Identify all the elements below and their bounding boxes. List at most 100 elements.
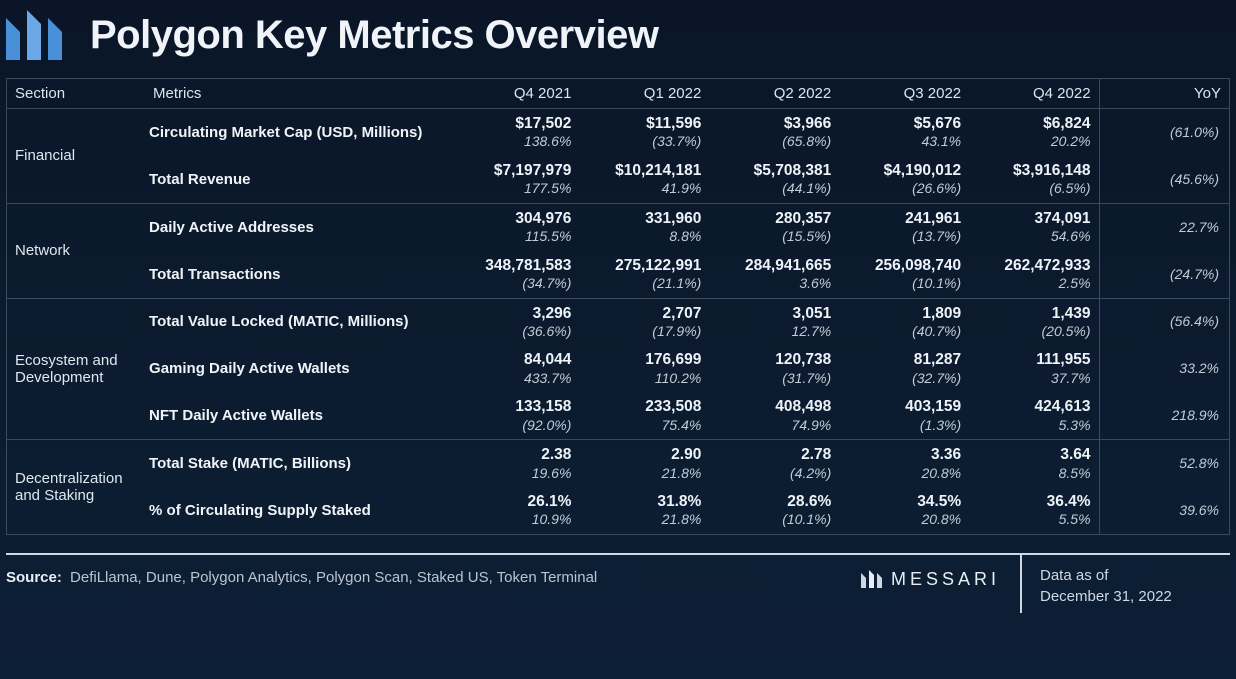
yoy-cell: 33.2%	[1099, 345, 1229, 392]
metric-label: NFT Daily Active Wallets	[145, 392, 449, 439]
metric-label: Total Value Locked (MATIC, Millions)	[145, 298, 449, 345]
yoy-cell: 52.8%	[1099, 440, 1229, 487]
metric-label: Total Transactions	[145, 251, 449, 298]
value-cell: 1,809(40.7%)	[839, 298, 969, 345]
table-header-row: Section Metrics Q4 2021 Q1 2022 Q2 2022 …	[7, 79, 1229, 109]
value-cell: 241,961(13.7%)	[839, 203, 969, 250]
value-cell: $11,596(33.7%)	[579, 109, 709, 156]
value-cell: 424,6135.3%	[969, 392, 1099, 439]
table-row: Total Revenue$7,197,979177.5%$10,214,181…	[7, 156, 1229, 203]
value-cell: 31.8%21.8%	[579, 487, 709, 534]
data-as-of: Data as of December 31, 2022	[1020, 555, 1230, 613]
table-row: Decentralization and StakingTotal Stake …	[7, 440, 1229, 487]
value-cell: 3,296(36.6%)	[450, 298, 580, 345]
messari-logo-icon	[6, 10, 62, 60]
value-cell: 36.4%5.5%	[969, 487, 1099, 534]
value-cell: 284,941,6653.6%	[709, 251, 839, 298]
table-row: FinancialCirculating Market Cap (USD, Mi…	[7, 109, 1229, 156]
metric-label: Daily Active Addresses	[145, 203, 449, 250]
metric-label: Total Stake (MATIC, Billions)	[145, 440, 449, 487]
value-cell: $3,916,148(6.5%)	[969, 156, 1099, 203]
yoy-cell: 39.6%	[1099, 487, 1229, 534]
value-cell: $5,67643.1%	[839, 109, 969, 156]
yoy-cell: (45.6%)	[1099, 156, 1229, 203]
metric-label: Total Revenue	[145, 156, 449, 203]
col-metrics: Metrics	[145, 79, 449, 109]
yoy-cell: (56.4%)	[1099, 298, 1229, 345]
value-cell: 331,9608.8%	[579, 203, 709, 250]
source-text: DefiLlama, Dune, Polygon Analytics, Poly…	[70, 569, 597, 586]
yoy-cell: 22.7%	[1099, 203, 1229, 250]
value-cell: $5,708,381(44.1%)	[709, 156, 839, 203]
value-cell: 275,122,991(21.1%)	[579, 251, 709, 298]
col-q4-2021: Q4 2021	[450, 79, 580, 109]
metric-label: Circulating Market Cap (USD, Millions)	[145, 109, 449, 156]
metrics-table: Section Metrics Q4 2021 Q1 2022 Q2 2022 …	[7, 79, 1229, 534]
value-cell: 176,699110.2%	[579, 345, 709, 392]
value-cell: 3.648.5%	[969, 440, 1099, 487]
table-row: Gaming Daily Active Wallets84,044433.7%1…	[7, 345, 1229, 392]
yoy-cell: 218.9%	[1099, 392, 1229, 439]
table-row: Total Transactions348,781,583(34.7%)275,…	[7, 251, 1229, 298]
value-cell: 403,159(1.3%)	[839, 392, 969, 439]
value-cell: 256,098,740(10.1%)	[839, 251, 969, 298]
col-q1-2022: Q1 2022	[579, 79, 709, 109]
col-q3-2022: Q3 2022	[839, 79, 969, 109]
value-cell: 81,287(32.7%)	[839, 345, 969, 392]
value-cell: 3.3620.8%	[839, 440, 969, 487]
section-cell: Network	[7, 203, 145, 298]
col-q4-2022: Q4 2022	[969, 79, 1099, 109]
col-section: Section	[7, 79, 145, 109]
brand-text: MESSARI	[891, 569, 1000, 590]
footer: Source: DefiLlama, Dune, Polygon Analyti…	[6, 553, 1230, 586]
value-cell: 304,976115.5%	[450, 203, 580, 250]
messari-brand: MESSARI	[861, 569, 1000, 590]
value-cell: 2.78(4.2%)	[709, 440, 839, 487]
table-row: Ecosystem and DevelopmentTotal Value Loc…	[7, 298, 1229, 345]
value-cell: $10,214,18141.9%	[579, 156, 709, 203]
value-cell: $6,82420.2%	[969, 109, 1099, 156]
table-row: NFT Daily Active Wallets133,158(92.0%)23…	[7, 392, 1229, 439]
value-cell: $7,197,979177.5%	[450, 156, 580, 203]
value-cell: 28.6%(10.1%)	[709, 487, 839, 534]
asof-date: December 31, 2022	[1040, 588, 1206, 605]
section-cell: Decentralization and Staking	[7, 440, 145, 534]
source: Source: DefiLlama, Dune, Polygon Analyti…	[6, 569, 597, 586]
value-cell: 262,472,9332.5%	[969, 251, 1099, 298]
table-row: NetworkDaily Active Addresses304,976115.…	[7, 203, 1229, 250]
value-cell: 2.9021.8%	[579, 440, 709, 487]
section-cell: Ecosystem and Development	[7, 298, 145, 440]
metrics-table-wrap: Section Metrics Q4 2021 Q1 2022 Q2 2022 …	[6, 78, 1230, 535]
value-cell: 348,781,583(34.7%)	[450, 251, 580, 298]
value-cell: 133,158(92.0%)	[450, 392, 580, 439]
metric-label: Gaming Daily Active Wallets	[145, 345, 449, 392]
value-cell: 111,95537.7%	[969, 345, 1099, 392]
value-cell: $4,190,012(26.6%)	[839, 156, 969, 203]
value-cell: 2,707(17.9%)	[579, 298, 709, 345]
header: Polygon Key Metrics Overview	[0, 0, 1236, 78]
page-title: Polygon Key Metrics Overview	[90, 13, 658, 58]
value-cell: 3,05112.7%	[709, 298, 839, 345]
value-cell: 1,439(20.5%)	[969, 298, 1099, 345]
section-cell: Financial	[7, 109, 145, 204]
value-cell: 120,738(31.7%)	[709, 345, 839, 392]
value-cell: 84,044433.7%	[450, 345, 580, 392]
value-cell: 233,50875.4%	[579, 392, 709, 439]
value-cell: $3,966(65.8%)	[709, 109, 839, 156]
value-cell: 2.3819.6%	[450, 440, 580, 487]
table-row: % of Circulating Supply Staked26.1%10.9%…	[7, 487, 1229, 534]
asof-label: Data as of	[1040, 567, 1206, 584]
value-cell: 26.1%10.9%	[450, 487, 580, 534]
yoy-cell: (61.0%)	[1099, 109, 1229, 156]
yoy-cell: (24.7%)	[1099, 251, 1229, 298]
value-cell: 34.5%20.8%	[839, 487, 969, 534]
messari-brand-icon	[861, 570, 883, 588]
value-cell: 408,49874.9%	[709, 392, 839, 439]
metric-label: % of Circulating Supply Staked	[145, 487, 449, 534]
value-cell: 280,357(15.5%)	[709, 203, 839, 250]
col-q2-2022: Q2 2022	[709, 79, 839, 109]
value-cell: $17,502138.6%	[450, 109, 580, 156]
source-label: Source:	[6, 569, 62, 586]
value-cell: 374,09154.6%	[969, 203, 1099, 250]
col-yoy: YoY	[1099, 79, 1229, 109]
